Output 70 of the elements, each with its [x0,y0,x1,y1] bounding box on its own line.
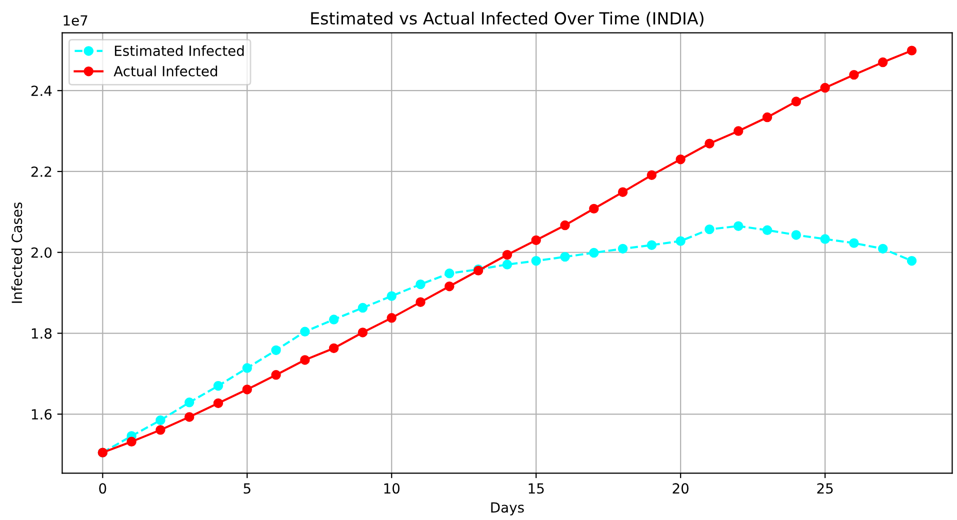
point [762,112,772,122]
point [704,224,714,234]
point [416,297,426,307]
x-tick-label: 0 [99,483,106,494]
point [676,154,686,164]
legend-label: Estimated Infected [114,45,244,56]
point [184,398,194,408]
point [502,250,512,260]
point [444,281,454,292]
y-tick-label: 2.0 [31,247,52,258]
point [242,363,252,373]
y-tick-label: 1.8 [32,328,52,339]
point [560,220,570,230]
point [906,256,917,266]
point [444,268,454,278]
point [734,126,744,136]
point [734,221,744,231]
point [271,370,281,380]
point [704,138,714,148]
point [560,252,570,262]
point [300,326,310,337]
point [156,425,166,435]
y-tick-label: 2.2 [31,166,52,177]
y-tick-label: 1.6 [32,409,52,420]
point [849,70,859,80]
point [184,412,194,422]
x-tick-label: 5 [244,483,250,494]
point [618,244,628,254]
point [328,343,339,354]
point [791,96,802,106]
x-tick-label: 15 [528,483,544,494]
point [156,415,166,426]
x-tick-label: 10 [384,483,400,494]
x-tick-label: 20 [672,483,689,494]
chart-title: Estimated vs Actual Infected Over Time (INDIA) [311,12,704,27]
y-tick-label: 2.4 [31,86,52,96]
point [328,314,339,324]
point [242,384,252,394]
point [646,240,657,250]
y-axis-title: Infected Cases [11,202,22,303]
point [358,328,368,338]
point [906,46,917,56]
point [878,244,888,254]
point [589,204,599,214]
point [271,345,281,356]
point [386,291,396,301]
point [820,82,830,93]
point [213,380,224,391]
point [358,302,368,313]
text: 1e7 [64,15,88,26]
legend-label: Actual Infected [114,66,218,76]
point [589,248,599,258]
point [531,235,541,246]
point [618,187,628,197]
point [502,260,512,270]
point [878,57,888,68]
point [300,355,310,365]
point [416,279,426,290]
point [126,436,136,447]
point [531,256,541,266]
x-tick-label: 25 [817,483,833,494]
point [386,313,396,323]
point [646,170,657,180]
point [676,236,686,246]
point [213,398,224,408]
x-axis-title: Days [491,502,524,516]
point [791,230,802,240]
point [820,234,830,244]
point [849,238,859,248]
point [762,225,772,235]
